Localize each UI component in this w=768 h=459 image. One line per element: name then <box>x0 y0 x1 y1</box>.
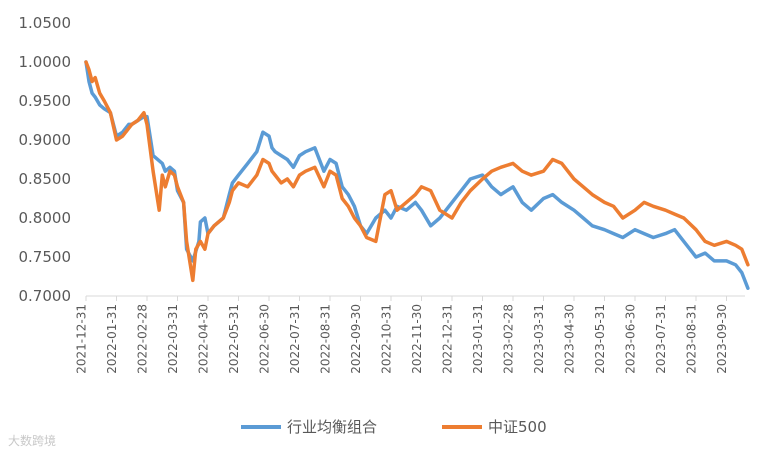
x-tick-label: 2023-01-31 <box>471 304 485 374</box>
y-axis-ticks: 1.0500 1.0000 0.9500 0.9000 0.8500 0.8000 0.75… <box>19 14 72 305</box>
x-tick-label: 2023-08-31 <box>685 304 699 374</box>
x-tick-label: 2021-12-31 <box>75 304 89 374</box>
x-tick-label: 2022-04-30 <box>197 304 211 374</box>
x-tick-label: 2022-06-30 <box>258 304 272 374</box>
x-tick-label: 2023-06-30 <box>624 304 638 374</box>
y-tick-label: 1.0500 <box>19 14 72 32</box>
x-axis: 2021-12-31 2022-01-31 2022-02-28 2022-03-31… <box>75 295 745 374</box>
x-tick-label: 2023-03-31 <box>532 304 546 374</box>
legend: 行业均衡组合 中证500 <box>241 418 547 436</box>
series-line-0 <box>84 60 750 290</box>
legend-label-1: 中证500 <box>488 418 547 436</box>
y-tick-label: 0.7500 <box>19 248 72 266</box>
x-tick-label: 2023-02-28 <box>502 304 516 374</box>
legend-label-0: 行业均衡组合 <box>287 418 377 436</box>
x-tick-label: 2022-05-31 <box>227 304 241 374</box>
x-tick-label: 2022-03-31 <box>166 304 180 374</box>
series-line-1 <box>84 60 750 283</box>
x-tick-label: 2022-09-30 <box>349 304 363 374</box>
x-tick-label: 2023-09-30 <box>715 304 729 374</box>
x-tick-label: 2022-01-31 <box>105 304 119 374</box>
y-tick-label: 0.9500 <box>19 92 72 110</box>
x-tick-label: 2023-07-31 <box>654 304 668 374</box>
series-lines <box>84 60 750 290</box>
y-tick-label: 0.8000 <box>19 209 72 227</box>
x-tick-label: 2022-02-28 <box>136 304 150 374</box>
y-tick-label: 0.8500 <box>19 170 72 188</box>
y-tick-label: 1.0000 <box>19 53 72 71</box>
y-tick-label: 0.7000 <box>19 287 72 305</box>
x-tick-label: 2022-12-31 <box>441 304 455 374</box>
x-tick-label: 2022-07-31 <box>288 304 302 374</box>
x-tick-label: 2022-10-31 <box>380 304 394 374</box>
y-tick-label: 0.9000 <box>19 131 72 149</box>
x-tick-label: 2023-04-30 <box>563 304 577 374</box>
x-tick-label: 2022-11-30 <box>410 304 424 374</box>
x-tick-label: 2022-08-31 <box>319 304 333 374</box>
x-tick-label: 2023-05-31 <box>593 304 607 374</box>
watermark-text: 大数跨境 <box>8 434 57 448</box>
